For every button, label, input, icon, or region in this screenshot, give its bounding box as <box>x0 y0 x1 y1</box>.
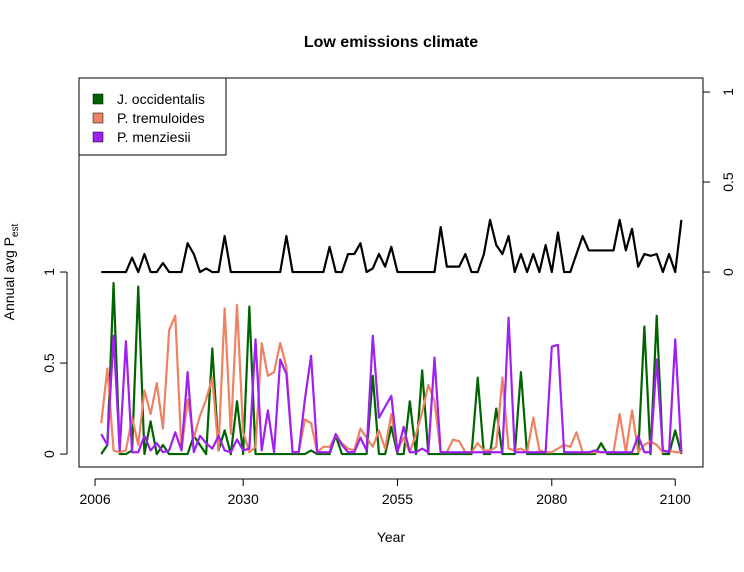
y2-tick-label: 1 <box>720 88 736 96</box>
y-axis-label-main: Annual avg P <box>1 237 17 320</box>
chart-title: Low emissions climate <box>304 34 478 51</box>
x-tick-label: 2055 <box>382 491 413 507</box>
y-axis-label-sub: est <box>10 223 21 237</box>
y2-tick-label: 0.5 <box>720 172 736 192</box>
x-tick-label: 2006 <box>79 491 110 507</box>
legend-swatch <box>92 112 104 124</box>
legend-label: J. occidentalis <box>117 91 205 107</box>
series-line <box>101 218 683 274</box>
x-tick-label: 2080 <box>536 491 567 507</box>
legend-swatch <box>92 93 104 105</box>
x-tick-label: 2100 <box>660 491 691 507</box>
legend-label: P. menziesii <box>117 129 191 145</box>
x-axis-label: Year <box>377 529 406 545</box>
legend-box <box>78 77 227 156</box>
y-axis-label: Annual avg Pest <box>1 223 21 320</box>
y-tick-label: 0 <box>41 450 57 458</box>
series-line <box>100 316 683 454</box>
y-tick-label: 0.5 <box>41 353 57 373</box>
y-tick-label: 1 <box>41 268 57 276</box>
legend-swatch <box>92 131 104 143</box>
y2-tick-label: 0 <box>720 268 736 276</box>
legend-label: P. tremuloides <box>117 110 205 126</box>
x-tick-label: 2030 <box>228 491 259 507</box>
